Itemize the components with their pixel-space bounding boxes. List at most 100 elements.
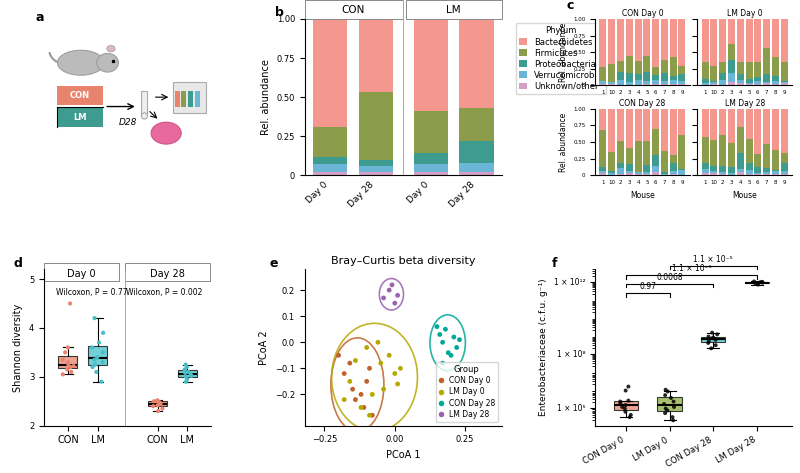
Bar [678, 74, 686, 81]
Bar [719, 174, 726, 175]
Bar [746, 163, 753, 170]
Bar [643, 72, 650, 81]
Point [182, 368, 194, 376]
Bar [305, 0, 403, 19]
Point [708, 335, 721, 342]
Point [377, 385, 390, 393]
Bar [414, 153, 448, 165]
Bar [763, 172, 770, 174]
Point [702, 337, 715, 345]
Point [702, 339, 714, 347]
Y-axis label: Rel. abundance: Rel. abundance [558, 23, 568, 82]
Bar [678, 19, 686, 66]
Bar [617, 168, 624, 174]
Point [57, 370, 70, 378]
PathPatch shape [58, 356, 78, 368]
Bar [754, 174, 762, 175]
Bar [702, 79, 709, 83]
Bar [414, 172, 448, 175]
Point [394, 365, 407, 372]
Point [152, 407, 165, 415]
Bar [634, 85, 642, 86]
Point [178, 366, 191, 373]
Bar [702, 83, 709, 85]
Point [752, 281, 765, 289]
Bar [710, 140, 718, 166]
Point [442, 349, 454, 357]
Bar [710, 82, 718, 84]
Bar [617, 72, 624, 80]
Bar [737, 153, 744, 169]
Point [754, 279, 766, 286]
Bar [702, 85, 709, 86]
Legend: CON Day 0, LM Day 0, CON Day 28, LM Day 28: CON Day 0, LM Day 0, CON Day 28, LM Day … [435, 361, 498, 422]
Bar [617, 163, 624, 168]
Bar [772, 109, 779, 149]
PathPatch shape [745, 282, 769, 283]
Bar [358, 92, 393, 160]
Bar [608, 85, 615, 86]
Bar [746, 139, 753, 163]
Point [665, 394, 678, 402]
Point [371, 339, 384, 346]
Bar [626, 85, 633, 86]
Bar [661, 109, 668, 151]
Bar [678, 135, 686, 169]
Bar [661, 174, 668, 175]
Bar [661, 151, 668, 172]
Point [710, 342, 722, 349]
Point [751, 280, 764, 287]
Point [702, 333, 715, 341]
Bar [781, 171, 788, 174]
Text: 1.1 × 10⁻⁵: 1.1 × 10⁻⁵ [671, 264, 711, 273]
Bar [358, 166, 393, 172]
Bar [188, 91, 193, 106]
Point [146, 403, 159, 410]
Bar [652, 19, 659, 67]
Point [61, 366, 74, 373]
Bar [194, 91, 200, 106]
Bar [634, 140, 642, 172]
Bar [763, 74, 770, 82]
Text: 1.1 × 10⁻⁵: 1.1 × 10⁻⁵ [694, 255, 733, 264]
Bar [661, 81, 668, 84]
Text: f: f [552, 257, 558, 270]
Point [148, 397, 161, 405]
Bar [710, 66, 718, 81]
Bar [313, 172, 347, 175]
Bar [678, 81, 686, 84]
Bar [754, 167, 762, 174]
Bar [643, 81, 650, 84]
Bar [781, 163, 788, 171]
Bar [772, 170, 779, 171]
Bar [643, 174, 650, 175]
Point [89, 361, 102, 368]
PathPatch shape [658, 397, 682, 411]
Point [86, 344, 98, 351]
Bar [406, 0, 502, 19]
Bar [719, 61, 726, 73]
Bar [313, 127, 347, 157]
Point [179, 373, 192, 381]
Bar [459, 141, 494, 163]
Bar [643, 172, 650, 174]
Point [662, 388, 674, 395]
Bar [626, 73, 633, 82]
Point [343, 377, 356, 385]
Bar [670, 19, 677, 57]
Bar [608, 109, 615, 152]
Point [706, 329, 718, 336]
Point [619, 387, 632, 394]
Point [711, 331, 724, 338]
Bar [661, 172, 668, 174]
Point [668, 403, 681, 411]
Bar [737, 109, 744, 127]
Bar [643, 84, 650, 86]
Bar [652, 80, 659, 84]
Bar [626, 173, 633, 175]
Bar [643, 56, 650, 72]
Bar [617, 85, 624, 86]
Point [151, 396, 164, 404]
Point [185, 372, 198, 380]
Bar [459, 172, 494, 175]
